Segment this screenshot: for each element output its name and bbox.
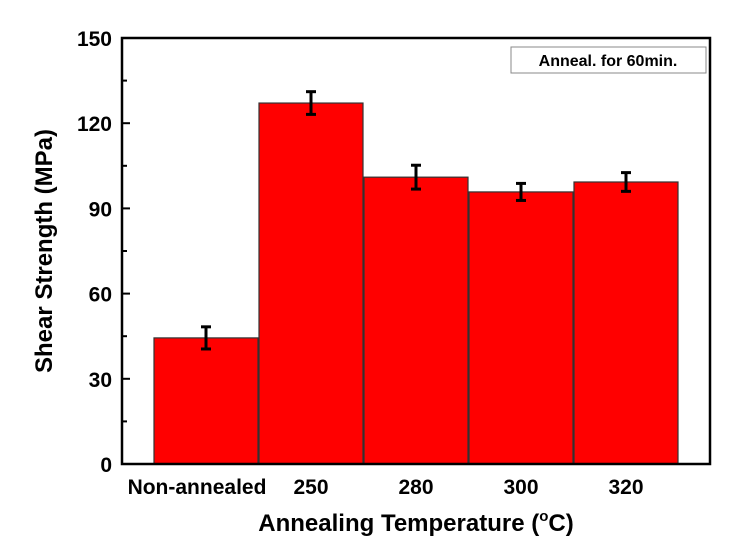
- bar-320: [573, 181, 679, 465]
- y-tick-label: 60: [89, 284, 112, 307]
- x-axis-title-superscript: o: [539, 508, 548, 525]
- x-tick-label: 300: [503, 476, 538, 499]
- error-bar: [306, 90, 316, 116]
- y-tick-label: 0: [100, 454, 112, 477]
- bar-280: [363, 176, 469, 465]
- x-axis-title-main: Annealing Temperature (: [258, 510, 539, 537]
- x-tick-label: 280: [398, 476, 433, 499]
- y-axis-title: Shear Strength (MPa): [31, 129, 58, 373]
- x-axis-title-unit: C): [548, 510, 573, 537]
- x-tick-label: 250: [293, 476, 328, 499]
- y-tick-label: 30: [89, 369, 112, 392]
- error-bar: [516, 181, 526, 202]
- x-axis-title: Annealing Temperature (oC): [258, 508, 573, 537]
- annotation-box: Anneal. for 60min.: [510, 46, 707, 74]
- annotation-text: Anneal. for 60min.: [539, 53, 678, 70]
- y-tick-label: 120: [77, 113, 112, 136]
- error-bars-layer: [201, 90, 631, 351]
- y-axis: 0 30 60 90 120 150: [77, 28, 130, 477]
- y-tick-label: 90: [89, 198, 112, 221]
- error-bar: [411, 163, 421, 191]
- bar-250: [258, 102, 364, 465]
- bar-300: [468, 191, 574, 465]
- error-bar: [621, 171, 631, 193]
- x-tick-label: 320: [608, 476, 643, 499]
- bar-non-annealed: [153, 337, 259, 465]
- x-tick-label: Non-annealed: [128, 476, 267, 499]
- y-tick-label: 150: [77, 28, 112, 51]
- x-axis: Non-annealed 250 280 300 320: [128, 476, 644, 499]
- bars-layer: [153, 102, 679, 465]
- error-bar: [201, 325, 211, 351]
